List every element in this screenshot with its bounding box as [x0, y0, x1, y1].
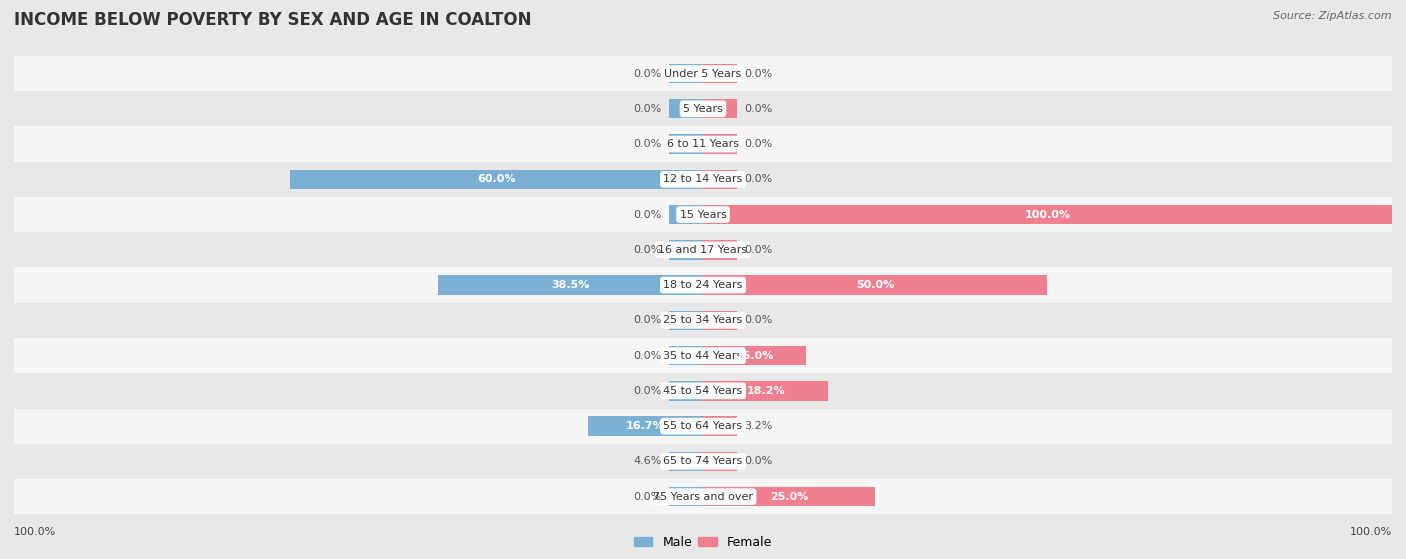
- Text: 12 to 14 Years: 12 to 14 Years: [664, 174, 742, 184]
- Bar: [703, 64, 738, 83]
- Text: 0.0%: 0.0%: [634, 69, 662, 78]
- Bar: [669, 134, 703, 154]
- Bar: [703, 99, 738, 119]
- Text: 45 to 54 Years: 45 to 54 Years: [664, 386, 742, 396]
- Text: 0.0%: 0.0%: [634, 492, 662, 501]
- Bar: [669, 346, 703, 366]
- Bar: [669, 99, 703, 119]
- Text: 100.0%: 100.0%: [14, 527, 56, 537]
- Text: 0.0%: 0.0%: [634, 350, 662, 361]
- Text: 0.0%: 0.0%: [744, 69, 772, 78]
- Bar: [14, 338, 1392, 373]
- Bar: [669, 240, 703, 259]
- Text: 15.0%: 15.0%: [735, 350, 773, 361]
- Text: 16.7%: 16.7%: [626, 421, 665, 431]
- Bar: [669, 311, 703, 330]
- Text: 6 to 11 Years: 6 to 11 Years: [666, 139, 740, 149]
- Text: 0.0%: 0.0%: [744, 139, 772, 149]
- Text: 18.2%: 18.2%: [747, 386, 785, 396]
- Bar: [14, 303, 1392, 338]
- Bar: [703, 416, 738, 436]
- Bar: [14, 126, 1392, 162]
- Text: 18 to 24 Years: 18 to 24 Years: [664, 280, 742, 290]
- Text: INCOME BELOW POVERTY BY SEX AND AGE IN COALTON: INCOME BELOW POVERTY BY SEX AND AGE IN C…: [14, 11, 531, 29]
- Bar: [14, 232, 1392, 267]
- Bar: [14, 197, 1392, 232]
- Bar: [290, 169, 703, 189]
- Text: 0.0%: 0.0%: [634, 210, 662, 220]
- Bar: [14, 444, 1392, 479]
- Text: 55 to 64 Years: 55 to 64 Years: [664, 421, 742, 431]
- Bar: [669, 452, 703, 471]
- Text: 0.0%: 0.0%: [634, 139, 662, 149]
- Bar: [669, 64, 703, 83]
- Text: 100.0%: 100.0%: [1025, 210, 1070, 220]
- Text: 25 to 34 Years: 25 to 34 Years: [664, 315, 742, 325]
- Text: 0.0%: 0.0%: [744, 174, 772, 184]
- Text: 0.0%: 0.0%: [634, 315, 662, 325]
- Text: 0.0%: 0.0%: [634, 104, 662, 114]
- Bar: [14, 409, 1392, 444]
- Text: Under 5 Years: Under 5 Years: [665, 69, 741, 78]
- Text: 0.0%: 0.0%: [744, 104, 772, 114]
- Bar: [437, 276, 703, 295]
- Text: 38.5%: 38.5%: [551, 280, 589, 290]
- Text: 0.0%: 0.0%: [634, 386, 662, 396]
- Text: 60.0%: 60.0%: [477, 174, 516, 184]
- Bar: [703, 276, 1047, 295]
- Bar: [14, 162, 1392, 197]
- Bar: [669, 487, 703, 506]
- Text: 35 to 44 Years: 35 to 44 Years: [664, 350, 742, 361]
- Text: 75 Years and over: 75 Years and over: [652, 492, 754, 501]
- Bar: [703, 169, 738, 189]
- Text: 3.2%: 3.2%: [744, 421, 773, 431]
- Text: 16 and 17 Years: 16 and 17 Years: [658, 245, 748, 255]
- Text: 50.0%: 50.0%: [856, 280, 894, 290]
- Bar: [703, 205, 1392, 224]
- Bar: [14, 91, 1392, 126]
- Text: 15 Years: 15 Years: [679, 210, 727, 220]
- Text: 4.6%: 4.6%: [633, 456, 662, 466]
- Text: 0.0%: 0.0%: [744, 315, 772, 325]
- Legend: Male, Female: Male, Female: [628, 531, 778, 554]
- Bar: [703, 452, 738, 471]
- Bar: [669, 381, 703, 401]
- Bar: [703, 134, 738, 154]
- Bar: [703, 346, 807, 366]
- Text: 0.0%: 0.0%: [744, 456, 772, 466]
- Text: 5 Years: 5 Years: [683, 104, 723, 114]
- Bar: [669, 205, 703, 224]
- Bar: [14, 267, 1392, 303]
- Text: 100.0%: 100.0%: [1350, 527, 1392, 537]
- Bar: [588, 416, 703, 436]
- Text: 0.0%: 0.0%: [634, 245, 662, 255]
- Bar: [14, 479, 1392, 514]
- Bar: [14, 56, 1392, 91]
- Bar: [703, 240, 738, 259]
- Bar: [703, 487, 875, 506]
- Bar: [703, 311, 738, 330]
- Text: 25.0%: 25.0%: [770, 492, 808, 501]
- Text: 65 to 74 Years: 65 to 74 Years: [664, 456, 742, 466]
- Text: Source: ZipAtlas.com: Source: ZipAtlas.com: [1274, 11, 1392, 21]
- Bar: [14, 373, 1392, 409]
- Text: 0.0%: 0.0%: [744, 245, 772, 255]
- Bar: [703, 381, 828, 401]
